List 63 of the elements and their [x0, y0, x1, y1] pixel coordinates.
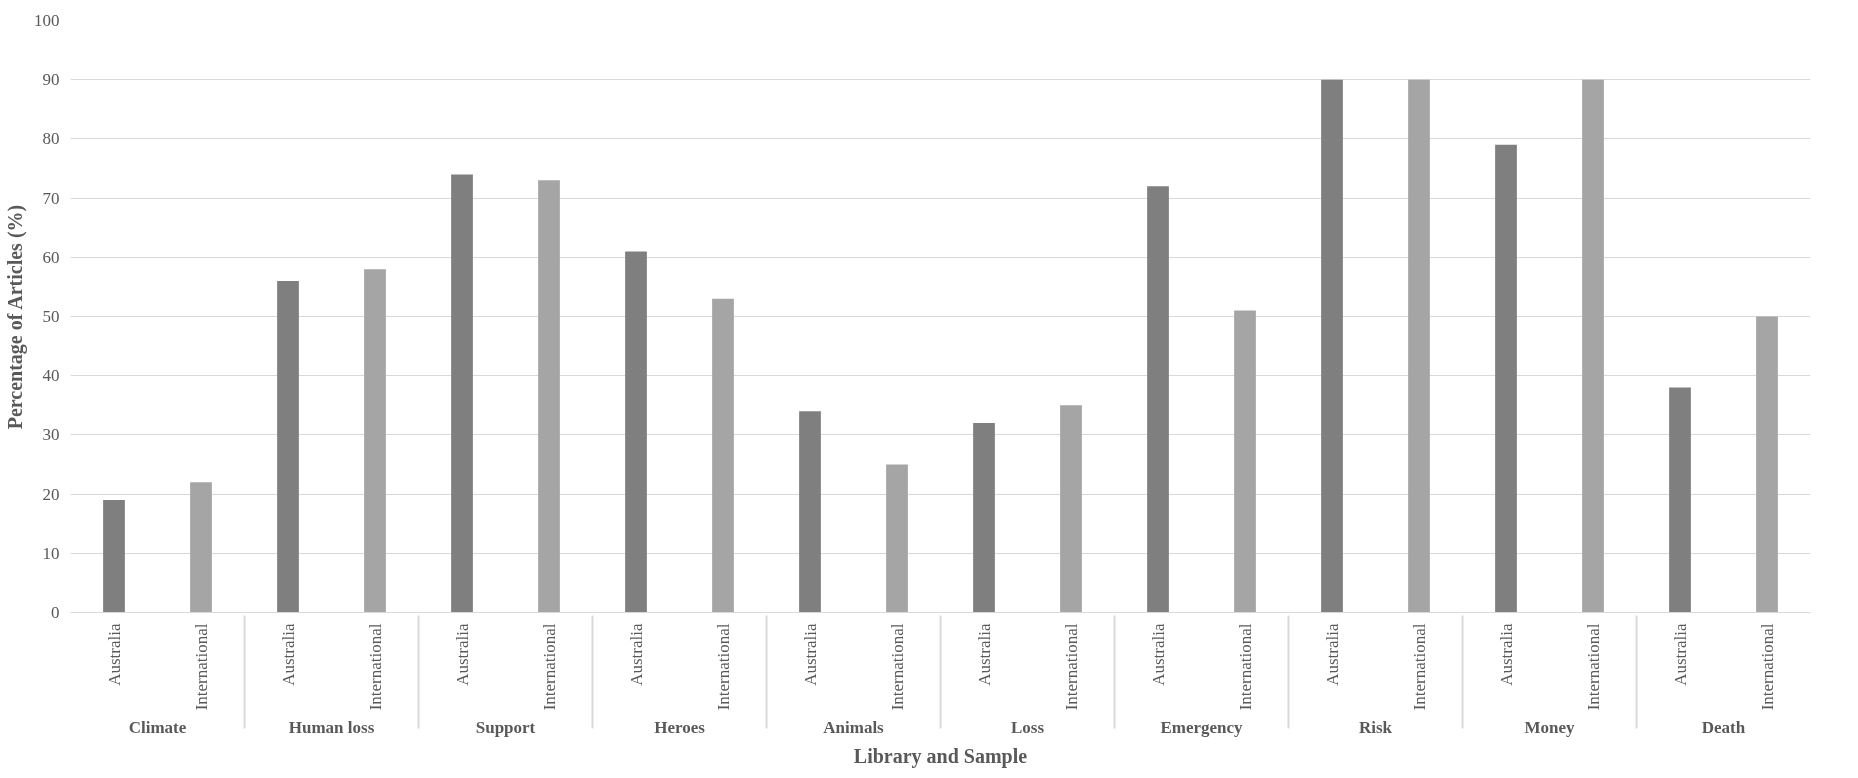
- bar: [1582, 79, 1604, 613]
- bar: [451, 174, 473, 613]
- text: Australia: [1670, 623, 1690, 686]
- x-tick-label: Support: [475, 718, 536, 738]
- bar: [886, 464, 908, 613]
- bar: [973, 423, 995, 613]
- y-tick-label: 60: [42, 247, 60, 267]
- text: International: [1061, 623, 1081, 711]
- text: Australia: [626, 623, 646, 686]
- y-tick-label: 70: [42, 188, 60, 208]
- y-tick-label: 10: [42, 543, 60, 563]
- bar: [625, 251, 647, 613]
- text: International: [191, 623, 211, 711]
- x-tick-label: Human loss: [288, 718, 375, 738]
- bar: [1234, 310, 1256, 613]
- text: Australia: [104, 623, 124, 686]
- text: International: [1757, 623, 1777, 711]
- y-tick-label: 20: [42, 484, 60, 504]
- y-tick-label: 0: [51, 603, 60, 622]
- text: International: [713, 623, 733, 711]
- y-tick-label: 30: [42, 425, 60, 445]
- y-axis-title: Percentage of Articles (%): [4, 204, 27, 430]
- bar: [1147, 186, 1169, 613]
- bar: [538, 180, 560, 613]
- text: Australia: [800, 623, 820, 686]
- bar: [277, 280, 299, 613]
- bar: [1669, 387, 1691, 613]
- text: International: [1235, 623, 1255, 711]
- bar: [103, 500, 125, 613]
- y-tick-label: 50: [42, 307, 60, 326]
- x-tick-label: Heroes: [654, 718, 706, 738]
- text: Australia: [974, 623, 994, 686]
- text: International: [1409, 623, 1429, 711]
- text: Australia: [278, 623, 298, 686]
- bar: [799, 411, 821, 613]
- bar: [1060, 405, 1082, 613]
- x-tick-label: Risk: [1358, 718, 1393, 738]
- text: Australia: [1496, 623, 1516, 686]
- x-tick-label: Money: [1524, 718, 1576, 738]
- x-tick-label: Emergency: [1160, 718, 1244, 738]
- text: Australia: [452, 623, 472, 686]
- bar: [1321, 79, 1343, 613]
- x-tick-label: Climate: [128, 718, 187, 738]
- bar: [1408, 79, 1430, 613]
- text: International: [887, 623, 907, 711]
- text: International: [539, 623, 559, 711]
- text: International: [365, 623, 385, 711]
- bar: [712, 298, 734, 613]
- x-axis-title: Library and Sample: [853, 745, 1028, 769]
- y-tick-label: 40: [42, 366, 60, 386]
- text: International: [1583, 623, 1603, 711]
- y-tick-label: 90: [42, 70, 60, 90]
- text: Australia: [1322, 623, 1342, 686]
- bar: [1495, 144, 1517, 613]
- bar: [190, 482, 212, 613]
- bar: [364, 269, 386, 613]
- y-tick-label: 80: [42, 129, 60, 149]
- text: Australia: [1148, 623, 1168, 686]
- y-tick-label: 100: [34, 11, 60, 30]
- x-tick-label: Loss: [1010, 718, 1045, 738]
- x-tick-label: Animals: [823, 718, 885, 738]
- bar: [1756, 316, 1778, 613]
- x-tick-label: Death: [1701, 718, 1746, 738]
